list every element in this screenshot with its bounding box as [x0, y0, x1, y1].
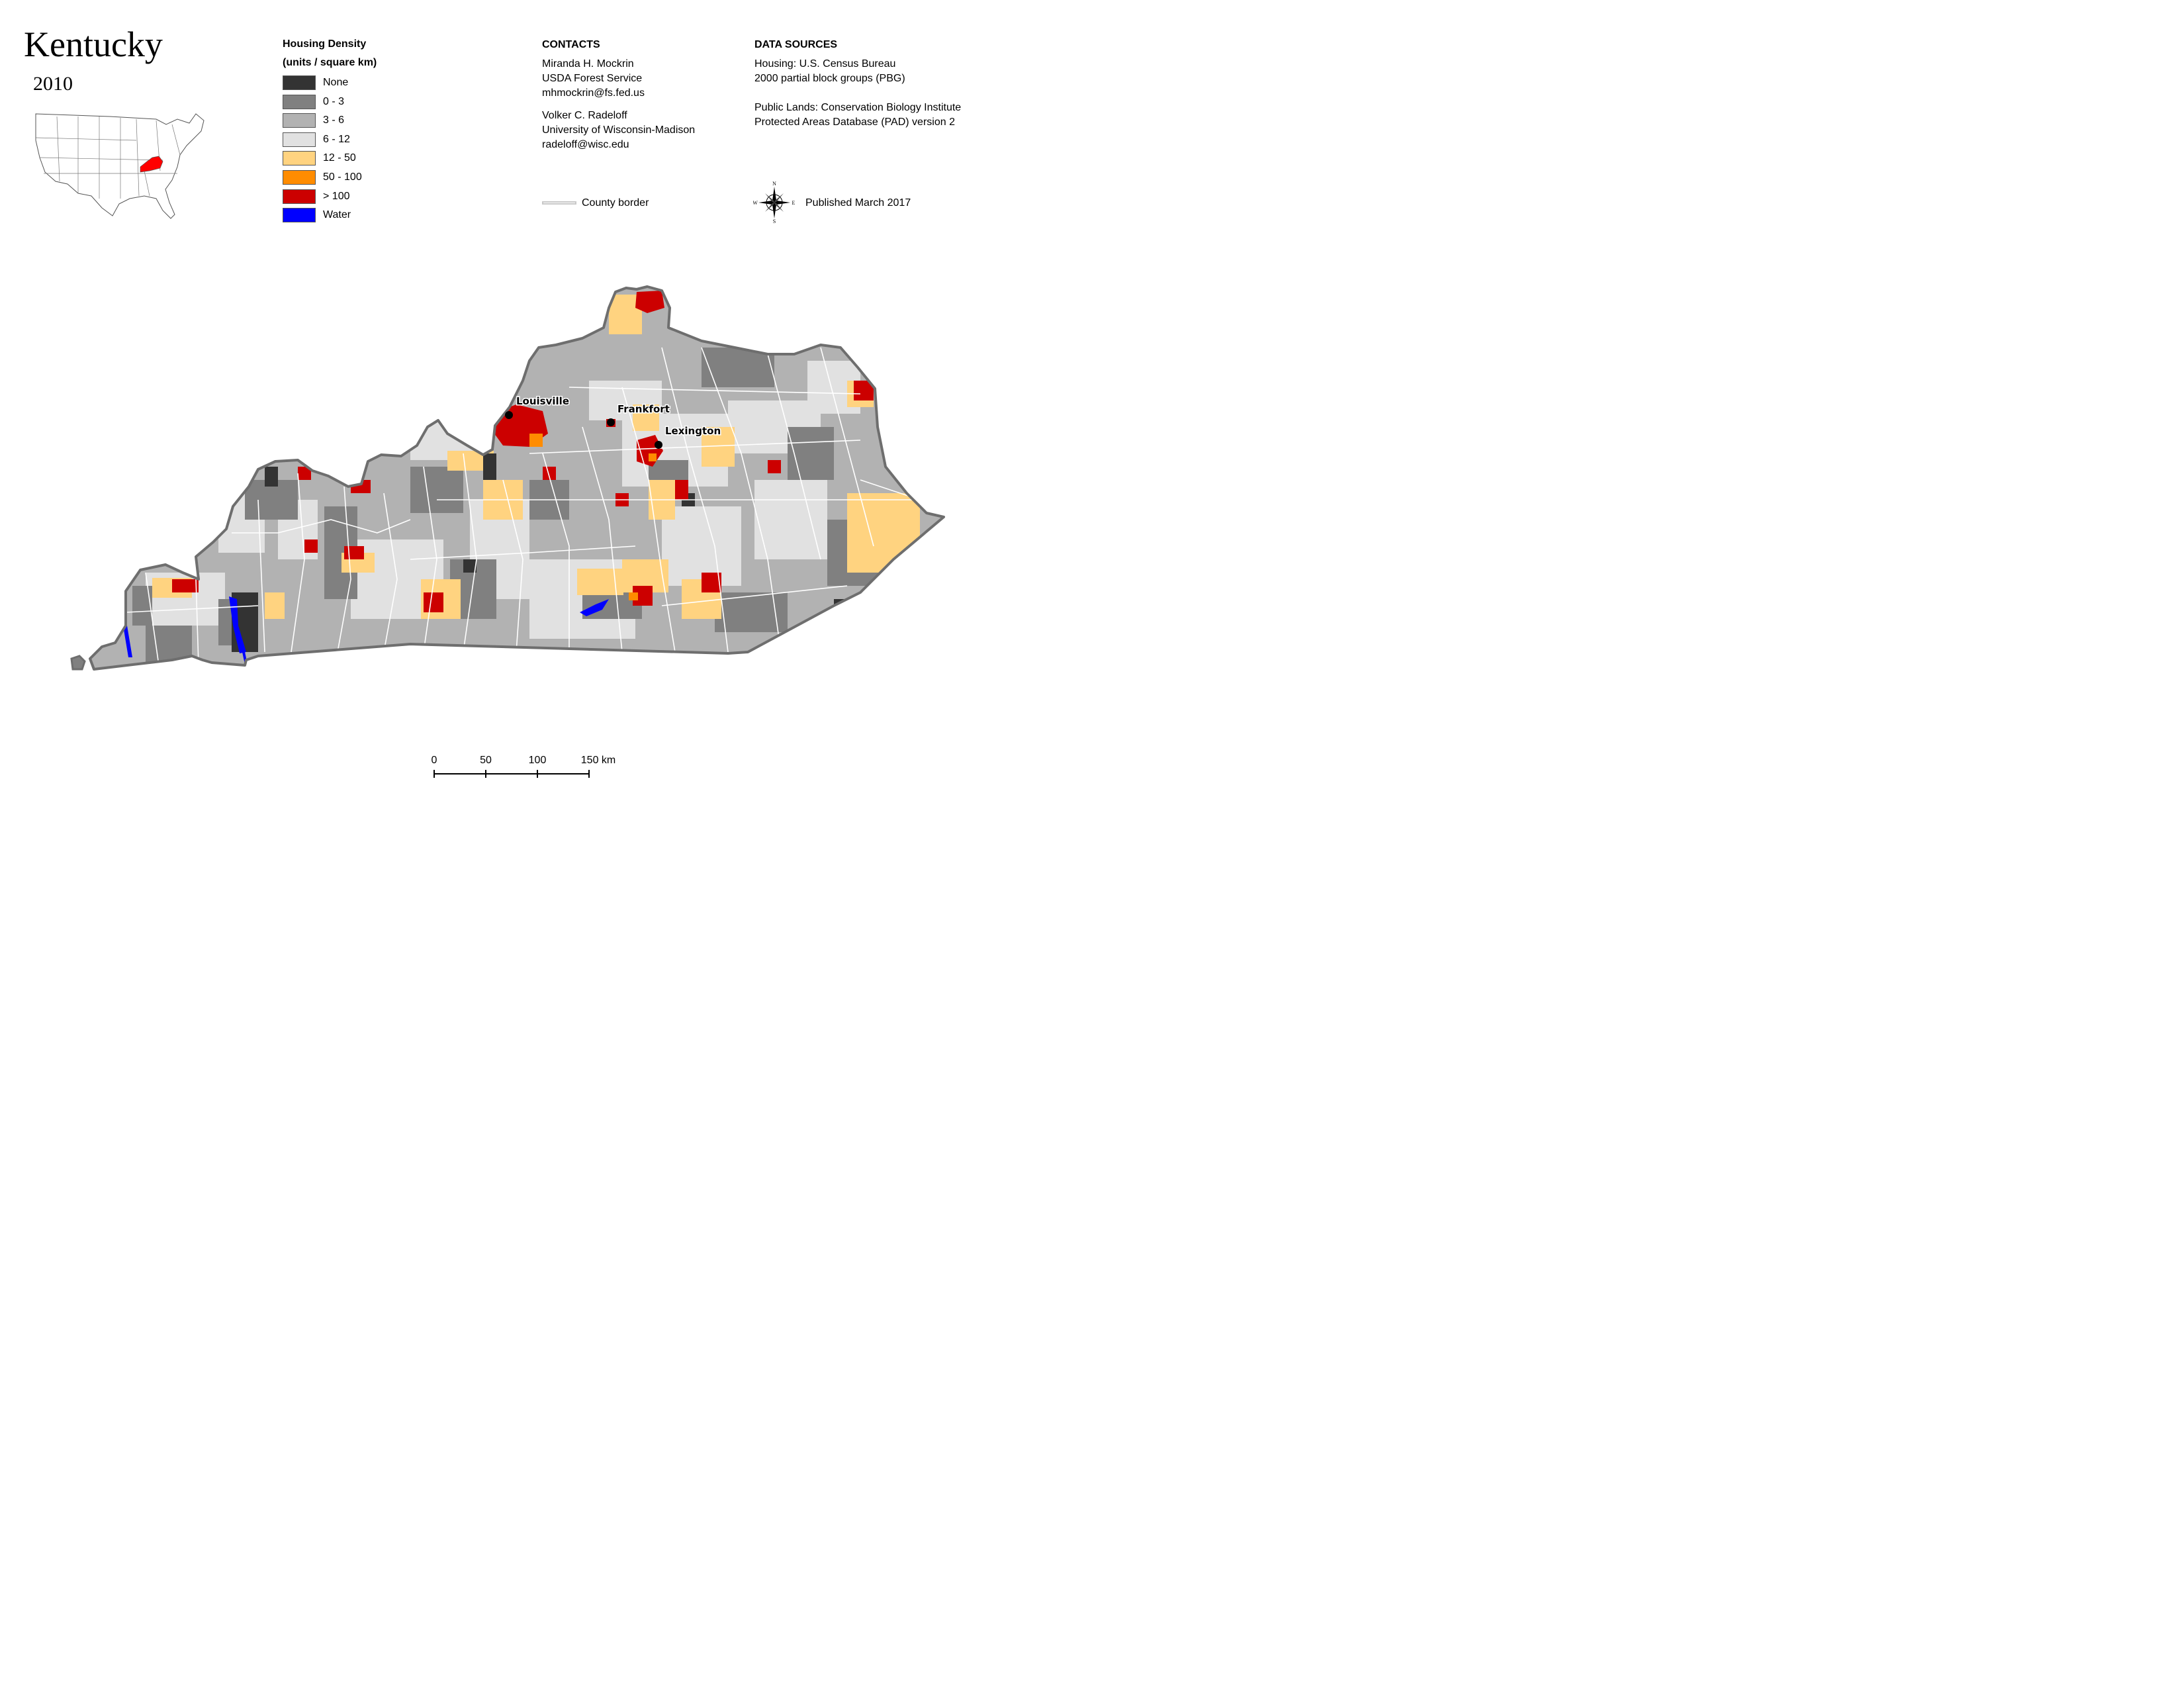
data-sources-block: DATA SOURCES Housing: U.S. Census Bureau… — [754, 38, 1019, 130]
compass-e: E — [792, 200, 796, 206]
legend-item-12-50: 12 - 50 — [283, 151, 415, 170]
source-public-lands-detail: Protected Areas Database (PAD) version 2 — [754, 117, 955, 128]
contacts-block: CONTACTS Miranda H. Mockrin USDA Forest … — [542, 38, 741, 152]
source-housing-detail: 2000 partial block groups (PBG) — [754, 73, 905, 84]
legend-label: None — [323, 77, 349, 88]
legend-item-6-12: 6 - 12 — [283, 132, 415, 152]
contact-email[interactable]: radeloff@wisc.edu — [542, 139, 629, 150]
legend-swatch — [283, 113, 316, 128]
contacts-heading: CONTACTS — [542, 39, 600, 50]
density-surface — [90, 287, 944, 669]
data-sources-heading: DATA SOURCES — [754, 39, 838, 50]
scale-tick-label: 50 — [480, 755, 492, 766]
legend-swatch — [283, 151, 316, 166]
city-marker-louisville — [505, 411, 513, 419]
contact-email[interactable]: mhmockrin@fs.fed.us — [542, 87, 645, 99]
legend-label: 12 - 50 — [323, 152, 356, 164]
compass-n: N — [772, 181, 776, 187]
compass-w: W — [753, 200, 758, 206]
scale-tick-label: 0 — [431, 755, 437, 766]
scale-tick-label: 100 — [528, 755, 547, 766]
state-outline — [89, 285, 945, 671]
city-marker-frankfort — [607, 418, 615, 426]
city-label-louisville: Louisville — [516, 395, 569, 407]
scale-bar-line — [433, 770, 590, 778]
legend: Housing Density (units / square km) None… — [283, 38, 415, 227]
legend-swatch — [283, 94, 316, 109]
legend-swatch — [283, 169, 316, 185]
scale-bar: 0 50 100 150 km — [424, 751, 635, 781]
legend-item-50-100: 50 - 100 — [283, 169, 415, 189]
density-12-50 — [152, 295, 920, 619]
county-border-label: County border — [582, 197, 649, 209]
legend-item-water: Water — [283, 208, 415, 227]
county-borders — [125, 347, 940, 666]
legend-swatch — [283, 189, 316, 204]
source-public-lands: Public Lands: Conservation Biology Insti… — [754, 102, 962, 113]
city-label-lexington: Lexington — [665, 425, 721, 437]
us-locator-map — [35, 113, 205, 219]
map-title: Kentucky — [24, 24, 163, 64]
us-outline — [35, 113, 205, 219]
legend-label: 3 - 6 — [323, 115, 345, 126]
city-marker-lexington — [655, 441, 662, 449]
legend-title: Housing Density — [283, 38, 367, 50]
city-label-frankfort: Frankfort — [617, 403, 670, 415]
legend-swatch — [283, 75, 316, 90]
contact-org: USDA Forest Service — [542, 73, 643, 84]
map-year: 2010 — [33, 73, 73, 95]
compass-rose-icon: N S E W — [753, 181, 796, 224]
legend-swatch — [283, 132, 316, 147]
state-lines — [35, 116, 181, 199]
kentucky-highlight — [140, 156, 163, 173]
density-50-100 — [529, 434, 657, 600]
legend-units: (units / square km) — [283, 57, 377, 68]
legend-item-0-3: 0 - 3 — [283, 94, 415, 114]
legend-label: 6 - 12 — [323, 133, 350, 145]
source-housing: Housing: U.S. Census Bureau — [754, 58, 896, 70]
contact-name: Volker C. Radeloff — [542, 110, 627, 121]
legend-swatch — [283, 208, 316, 223]
legend-item-3-6: 3 - 6 — [283, 113, 415, 132]
scale-tick-label: 150 km — [580, 755, 616, 766]
legend-label: > 100 — [323, 190, 350, 202]
legend-item-over-100: > 100 — [283, 189, 415, 209]
legend-label: 50 - 100 — [323, 171, 362, 183]
published-date: Published March 2017 — [805, 197, 911, 209]
kentucky-housing-density-map: Louisville Frankfort Lexington — [70, 285, 945, 671]
legend-label: 0 - 3 — [323, 95, 345, 107]
contact-name: Miranda H. Mockrin — [542, 58, 634, 70]
contact-org: University of Wisconsin-Madison — [542, 124, 696, 136]
legend-item-none: None — [283, 75, 415, 95]
county-border-swatch — [542, 201, 576, 205]
county-border-legend: County border — [542, 197, 688, 211]
kentucky-bend-exclave — [70, 655, 86, 671]
legend-label: Water — [323, 209, 351, 221]
compass-s: S — [773, 218, 776, 224]
